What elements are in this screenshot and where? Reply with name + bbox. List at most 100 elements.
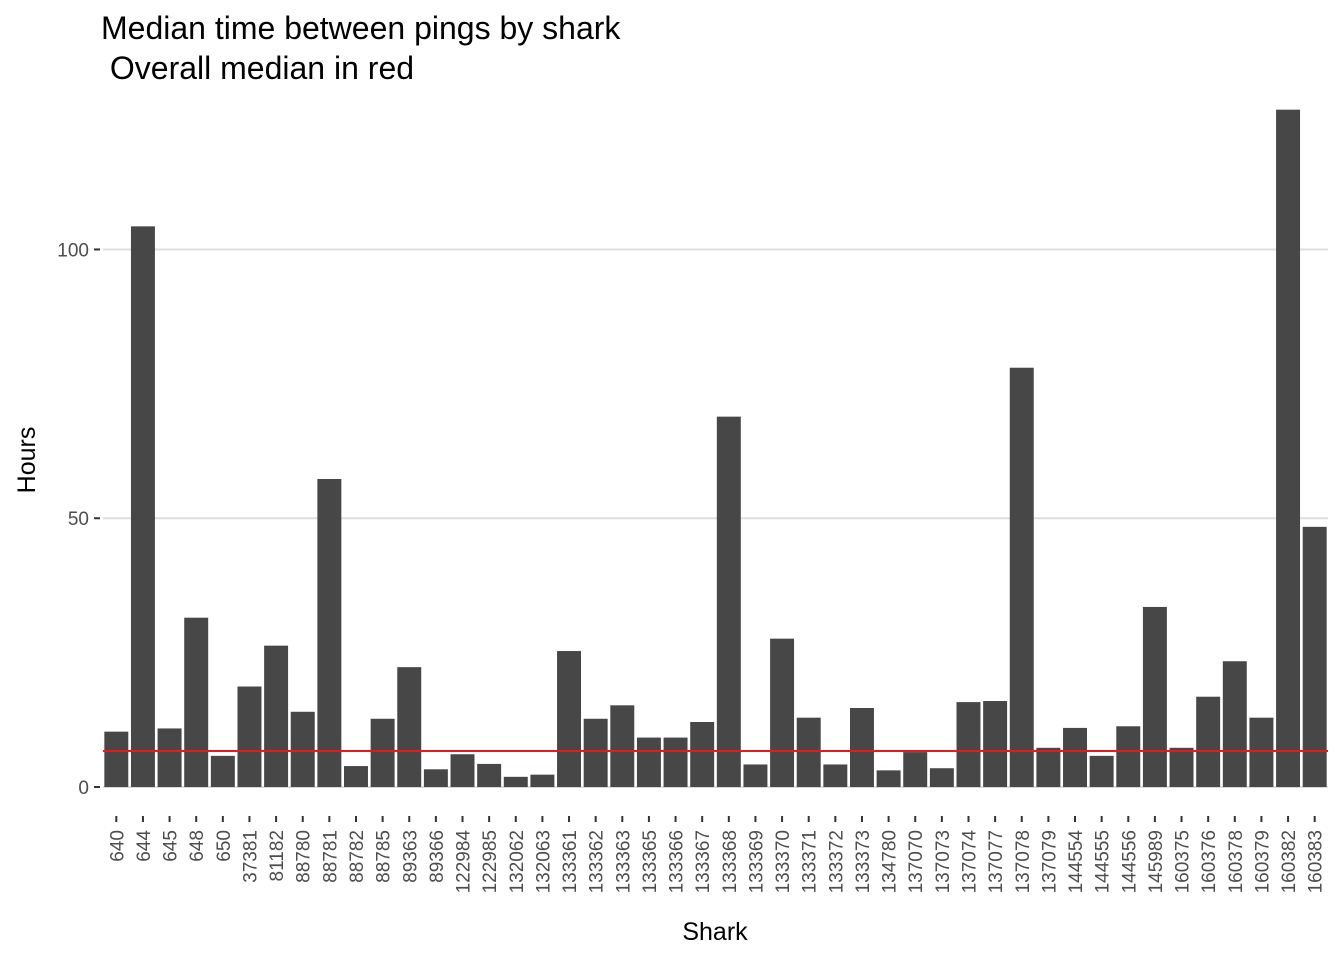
x-tick-label: 160378 (1226, 830, 1247, 893)
bar (370, 718, 395, 788)
x-tick-label: 645 (161, 830, 182, 862)
bar (1196, 696, 1221, 788)
bar (716, 416, 741, 788)
chart-title-main: Median time between pings by shark (101, 10, 621, 46)
x-tick-label: 88785 (374, 830, 395, 883)
x-tick-label: 132062 (507, 830, 528, 893)
bar (1302, 526, 1327, 788)
y-axis-title: Hours (13, 427, 41, 494)
bar (317, 479, 342, 788)
bar (956, 702, 981, 788)
bar (903, 752, 928, 788)
bar (583, 718, 608, 788)
x-axis-title: Shark (682, 918, 748, 946)
x-tick-label: 133367 (693, 830, 714, 893)
x-tick-label: 122984 (454, 830, 475, 894)
chart-title: Median time between pings by shark Overa… (101, 8, 620, 88)
x-tick-label: 89363 (400, 830, 421, 883)
y-tick-label: 0 (78, 778, 89, 799)
x-tick-label: 160375 (1173, 830, 1194, 893)
x-tick-label: 132063 (533, 830, 554, 893)
bar (1249, 717, 1274, 788)
x-tick-label: 133366 (667, 830, 688, 893)
x-tick-label: 81182 (267, 830, 288, 881)
x-tick-label: 160383 (1306, 830, 1327, 893)
x-tick-label: 88782 (347, 830, 368, 883)
bar (663, 737, 688, 788)
y-axis: 0 50 100 (57, 240, 100, 799)
x-tick-label: 137079 (1039, 830, 1060, 893)
x-tick-label: 160379 (1252, 830, 1273, 893)
x-tick-label: 133365 (640, 830, 661, 893)
bar (983, 701, 1008, 788)
bar (1169, 747, 1194, 788)
bar (104, 731, 129, 788)
bar (290, 711, 315, 788)
bar (1036, 747, 1061, 788)
y-tick-label: 50 (68, 509, 89, 530)
x-tick-label: 122985 (480, 830, 501, 893)
x-tick-label: 89366 (427, 830, 448, 883)
bar (929, 768, 954, 788)
x-tick-label: 137070 (906, 830, 927, 893)
bar (1009, 367, 1034, 788)
bar (157, 728, 182, 788)
x-tick-label: 133362 (587, 830, 608, 893)
x-axis: 640 644 645 648 650 37381 81182 88780 88781 88782… (107, 816, 1327, 894)
bar (423, 769, 448, 788)
x-tick-label: 144555 (1093, 830, 1114, 893)
bar (397, 667, 422, 788)
x-tick-label: 133363 (613, 830, 634, 893)
bar (743, 764, 768, 788)
bar (530, 774, 555, 788)
bar (849, 708, 874, 788)
x-tick-label: 88780 (294, 830, 315, 883)
bars (104, 109, 1327, 788)
x-tick-label: 644 (134, 830, 155, 862)
bar (344, 766, 368, 788)
x-tick-label: 137074 (959, 830, 980, 894)
x-tick-label: 133372 (826, 830, 847, 893)
bar (1063, 727, 1087, 788)
x-tick-label: 137073 (933, 830, 954, 893)
bar (237, 686, 262, 788)
x-tick-label: 133370 (773, 830, 794, 893)
chart-subtitle: Overall median in red (101, 50, 415, 86)
x-tick-label: 648 (187, 830, 208, 862)
bar (503, 776, 528, 788)
bar (130, 226, 155, 788)
x-tick-label: 133371 (800, 830, 821, 893)
bar (1276, 109, 1301, 788)
x-tick-label: 650 (214, 830, 235, 862)
x-tick-label: 133361 (560, 830, 581, 893)
bar (184, 617, 209, 788)
bar (264, 645, 289, 788)
bar (876, 770, 901, 788)
bar (610, 705, 635, 788)
x-tick-label: 144556 (1119, 830, 1140, 893)
x-tick-label: 137078 (1013, 830, 1034, 893)
bar (450, 754, 475, 788)
bar (1222, 661, 1247, 788)
bar (796, 717, 821, 788)
bar (1142, 606, 1167, 788)
bar (477, 763, 502, 788)
bar (210, 755, 235, 788)
bar (557, 651, 582, 788)
x-tick-label: 133369 (746, 830, 767, 893)
bar (636, 737, 661, 788)
x-tick-label: 640 (107, 830, 128, 862)
bar (1116, 726, 1141, 788)
y-tick-label: 100 (57, 240, 89, 261)
x-tick-label: 137077 (986, 830, 1007, 893)
bar (823, 764, 848, 788)
x-tick-label: 160382 (1279, 830, 1300, 893)
x-tick-label: 134780 (880, 830, 901, 893)
x-tick-label: 133368 (720, 830, 741, 893)
x-tick-label: 160376 (1199, 830, 1220, 893)
x-tick-label: 133373 (853, 830, 874, 893)
x-tick-label: 145989 (1146, 830, 1167, 893)
x-tick-label: 37381 (240, 830, 261, 883)
bar (1089, 755, 1114, 788)
